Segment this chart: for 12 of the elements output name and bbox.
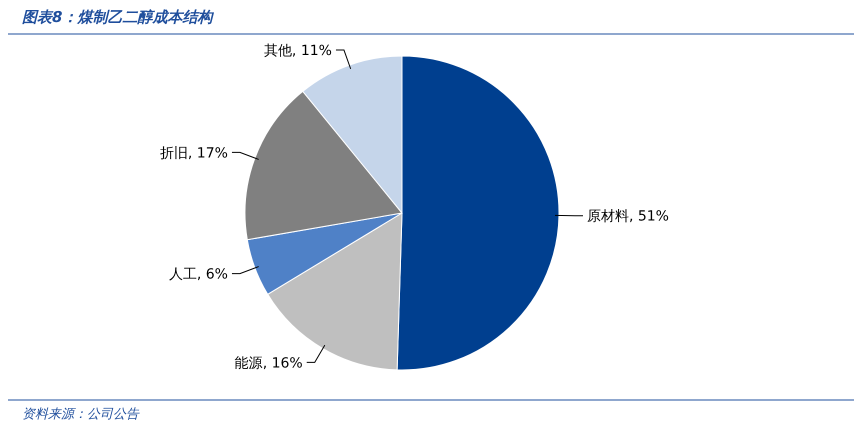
data-label: , 16% [262,355,303,372]
slice-label: 能源 [234,355,263,372]
data-label: , 11% [292,43,332,60]
data-label: , 51% [628,208,670,225]
data-label: , 6% [196,266,228,283]
slice-label: 原材料 [586,208,629,225]
chart-title: 图表8：煤制乙二醇成本结构 [22,8,214,26]
text: 资料来源：公司公告 [22,407,140,422]
slice-label: 其他 [264,43,292,60]
slice-label: 折旧 [160,145,188,162]
slice-label: 人工 [168,266,197,283]
data-label: , 17% [188,145,228,162]
